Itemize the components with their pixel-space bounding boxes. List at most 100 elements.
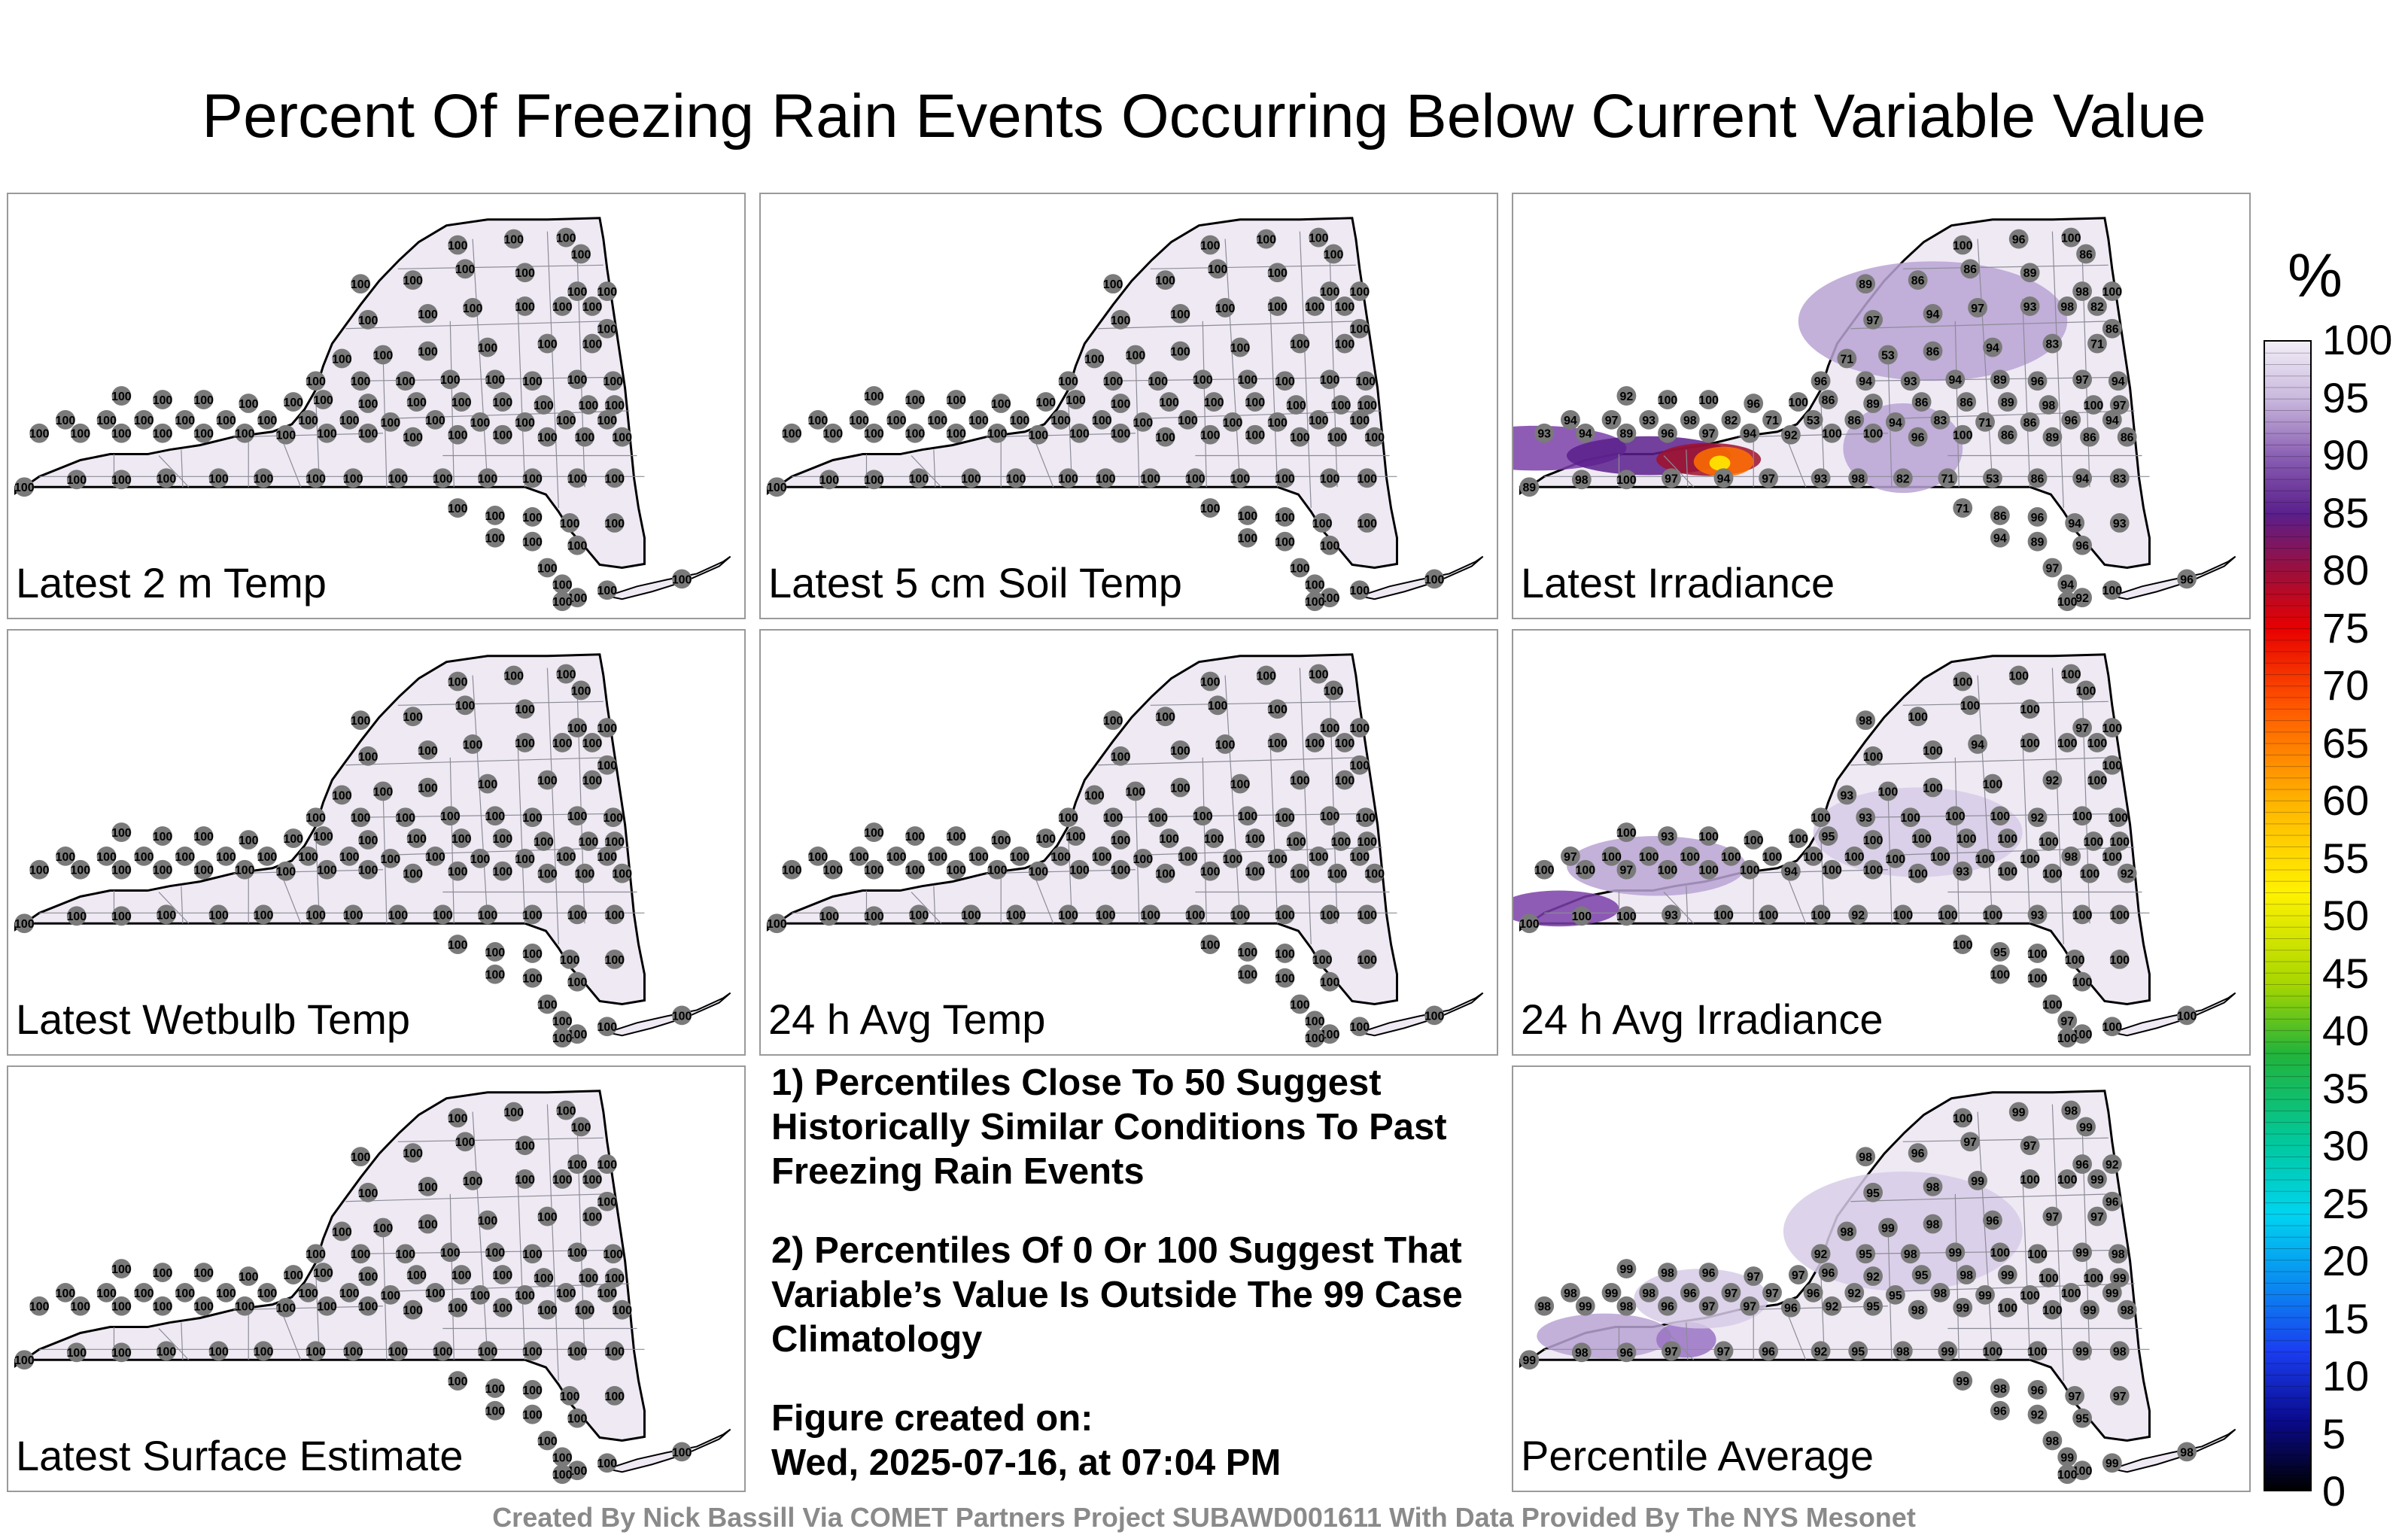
station-marker [1923,341,1943,361]
station-value: 100 [406,833,427,846]
station-marker [1990,1400,2010,1421]
station-value: 97 [1702,1301,1716,1314]
station-value: 100 [1923,745,1943,758]
station-marker [317,1296,337,1316]
station-value: 95 [1859,1248,1872,1261]
station-value: 100 [157,909,177,922]
station-value: 100 [1103,278,1123,291]
station-value: 100 [2072,909,2093,922]
station-value: 100 [1275,512,1295,524]
station-value: 100 [2057,1469,2078,1482]
station-value: 100 [1036,397,1057,409]
station-value: 100 [1305,1015,1325,1028]
station-marker [134,409,154,430]
station-marker [1349,409,1370,430]
station-value: 100 [1111,398,1131,411]
station-value: 100 [1803,851,1823,864]
station-value: 92 [1826,1301,1839,1314]
station-marker [257,846,277,866]
station-value: 100 [515,417,535,430]
station-value: 100 [403,1305,423,1318]
station-marker [358,394,378,413]
station-value: 100 [1208,700,1228,713]
station-marker [317,859,337,880]
station-value: 97 [1665,473,1678,485]
colorbar [2264,340,2312,1491]
county-boundary [472,675,488,923]
station-marker [433,468,453,488]
station-value: 71 [1941,473,1955,485]
station-value: 94 [1743,428,1756,441]
station-marker [1324,680,1343,701]
station-marker [1223,848,1242,868]
station-value: 97 [1747,1271,1760,1284]
station-marker [522,1404,543,1424]
station-value: 100 [485,947,506,959]
station-marker [1762,1282,1782,1302]
station-marker [283,1265,303,1284]
station-marker [358,859,378,880]
station-value: 98 [1859,1151,1872,1164]
station-marker [537,333,558,354]
station-value: 100 [1680,851,1701,864]
station-marker [534,395,554,415]
station-value: 99 [2083,1305,2096,1318]
station-value: 82 [1725,415,1738,427]
station-value: 100 [946,428,966,441]
county-boundary [1902,264,2109,269]
station-value: 100 [1789,397,1809,409]
station-marker [567,904,588,925]
station-value: 100 [1863,428,1884,441]
station-value: 96 [1986,1215,1999,1228]
station-value: 100 [1357,836,1377,849]
station-value: 100 [1256,670,1276,683]
station-marker [2027,944,2048,963]
county-boundary [1977,239,1993,486]
station-marker [522,1244,543,1264]
station-value: 100 [351,1151,371,1164]
station-marker [1103,371,1123,391]
station-marker [1698,826,1719,846]
station-value: 100 [1290,432,1310,445]
station-marker [1990,369,2010,390]
station-value: 86 [2001,430,2014,442]
station-marker [1923,303,1943,324]
station-value: 100 [478,1345,498,1358]
percentile-shading [1709,455,1731,471]
station-value: 100 [1193,374,1213,387]
station-value: 96 [1661,1301,1674,1314]
station-marker [1818,390,1838,409]
station-value: 100 [567,1413,588,1426]
station-value: 92 [1784,430,1798,442]
station-marker [388,904,408,925]
station-marker [1680,1282,1700,1302]
station-value: 100 [1364,868,1385,881]
station-value: 100 [2020,704,2040,716]
station-value: 100 [111,1347,132,1360]
station-marker [380,1284,400,1305]
county-boundary [397,701,604,706]
station-value: 100 [14,1354,35,1367]
station-marker [2087,333,2107,354]
station-value: 100 [332,353,352,366]
station-value: 98 [2042,400,2056,412]
station-marker [235,859,255,880]
station-marker [2109,1268,2130,1287]
station-value: 100 [1320,810,1340,823]
station-value: 100 [284,1269,304,1282]
station-value: 100 [515,853,535,866]
station-marker [1968,1171,1987,1190]
station-value: 100 [2102,722,2123,735]
station-marker [1990,964,2010,984]
station-value: 100 [1356,375,1376,388]
station-value: 100 [358,1301,379,1314]
station-marker [1349,1017,1370,1037]
station-value: 100 [819,910,840,923]
station-value: 86 [2079,248,2093,261]
station-marker [175,1282,195,1302]
station-marker [1159,392,1179,412]
station-value: 71 [1956,503,1969,515]
station-marker [2027,1404,2048,1424]
station-value: 100 [1576,865,1596,877]
